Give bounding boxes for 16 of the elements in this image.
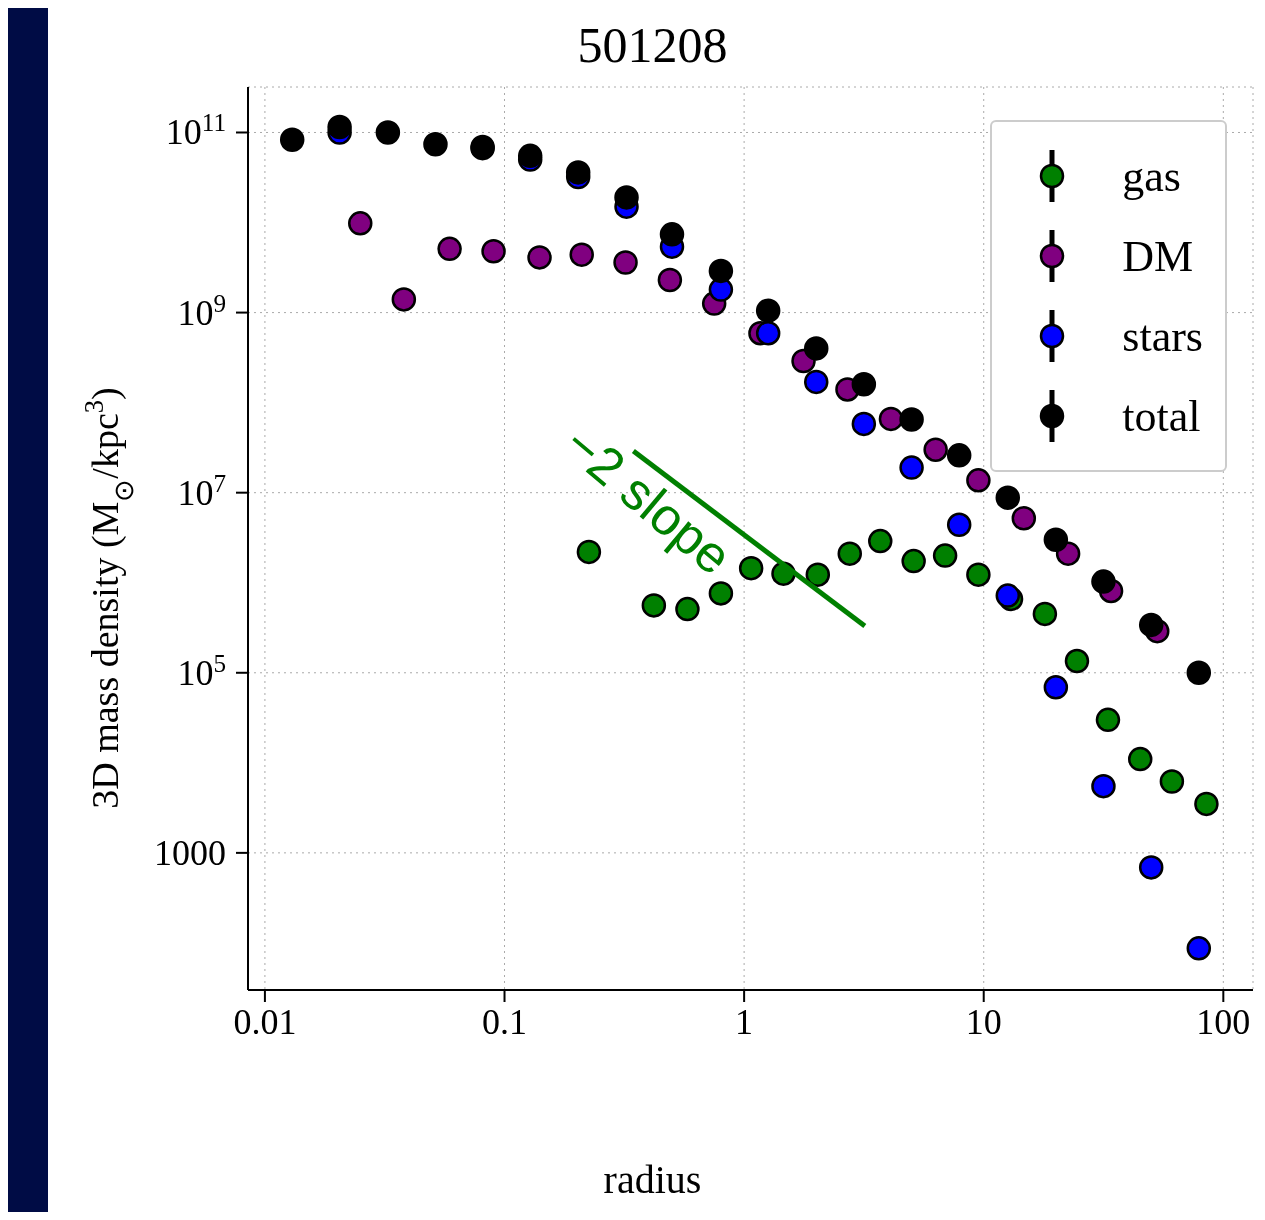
x-tick-label: 100	[1196, 1002, 1251, 1042]
y-tick-label: 10$^{9}$	[177, 289, 226, 333]
legend-label: gas	[1122, 150, 1181, 202]
x-tick-label: 1	[735, 1002, 754, 1042]
y-tick-label: 10$^{11}$	[165, 108, 226, 153]
legend-label: DM	[1122, 230, 1194, 282]
x-axis-title: radius	[602, 1156, 703, 1203]
legend-label: stars	[1122, 310, 1203, 362]
legend-label: total	[1122, 390, 1201, 442]
y-tick-label: 10$^{7}$	[177, 469, 226, 513]
y-tick-label: 1000	[154, 832, 226, 873]
y-tick-label: 10$^{5}$	[177, 649, 226, 693]
x-tick-label: 0.1	[482, 1002, 528, 1042]
x-tick-label: 10	[965, 1002, 1002, 1042]
chart-title: 501208	[576, 16, 729, 74]
x-tick-label: 0.01	[233, 1002, 297, 1042]
